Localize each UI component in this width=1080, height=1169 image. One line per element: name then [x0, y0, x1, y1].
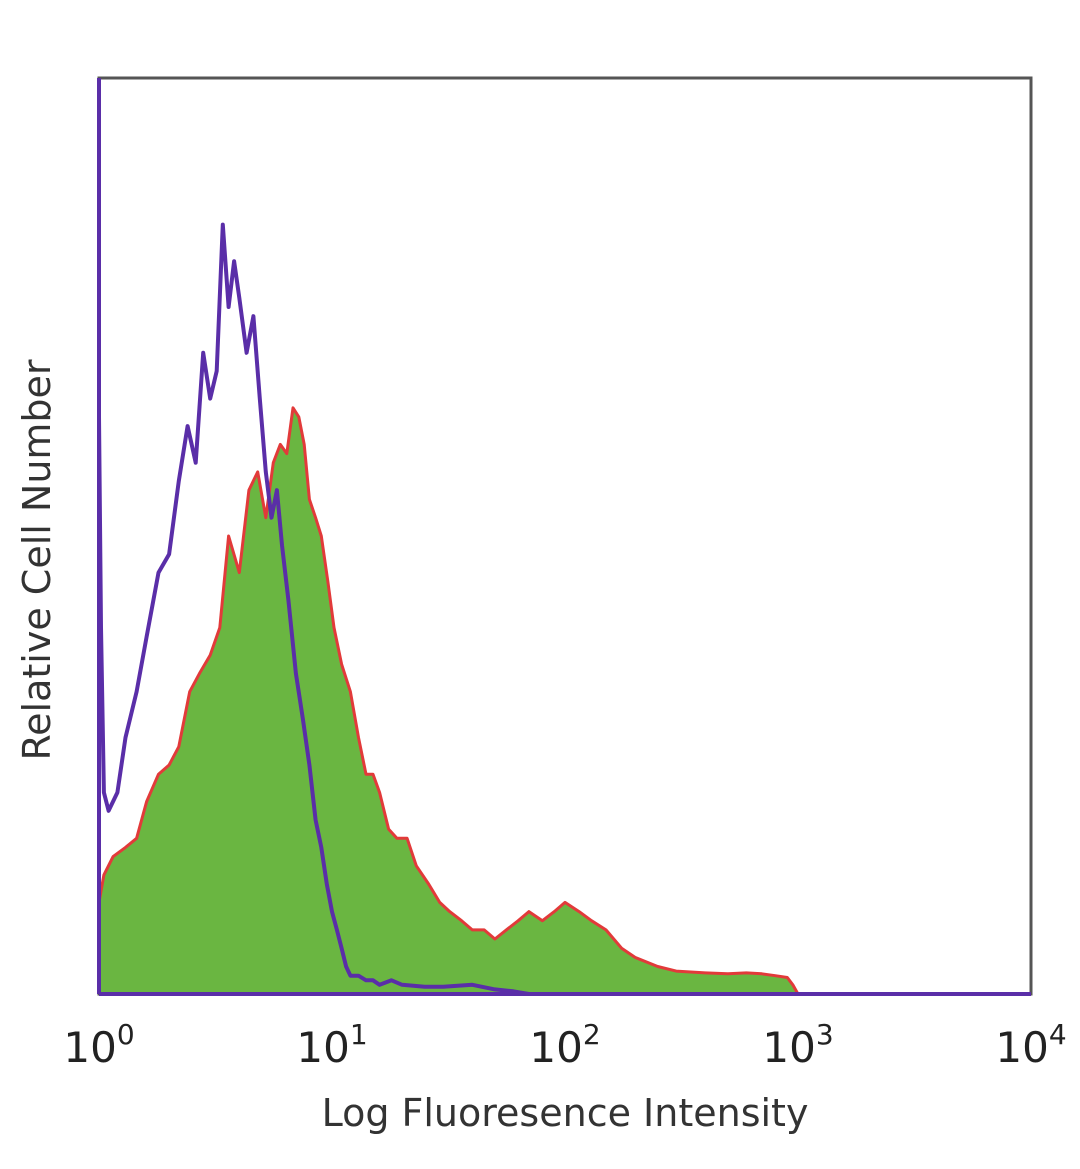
x-tick-label-0: 100 — [63, 1018, 134, 1072]
x-tick-label-3: 103 — [762, 1018, 833, 1072]
x-tick-exponent: 2 — [583, 1018, 601, 1051]
y-axis-title: Relative Cell Number — [15, 359, 59, 760]
x-axis-title: Log Fluoresence Intensity — [322, 1091, 809, 1135]
x-tick-exponent: 0 — [117, 1018, 135, 1051]
x-tick-labels: 100 101 102 103 104 — [63, 1018, 1066, 1072]
x-tick-base: 10 — [529, 1023, 582, 1072]
series-outline-line — [97, 222, 1031, 996]
x-tick-base: 10 — [63, 1023, 116, 1072]
x-tick-label-4: 104 — [995, 1018, 1066, 1072]
series-layer — [97, 222, 1031, 996]
series-filled-edge — [97, 406, 800, 995]
x-tick-exponent: 3 — [816, 1018, 834, 1051]
x-tick-base: 10 — [762, 1023, 815, 1072]
x-tick-label-1: 101 — [296, 1018, 367, 1072]
x-tick-exponent: 1 — [350, 1018, 368, 1051]
x-tick-exponent: 4 — [1049, 1018, 1067, 1051]
x-tick-base: 10 — [296, 1023, 349, 1072]
series-filled-area — [99, 407, 798, 994]
x-tick-base: 10 — [995, 1023, 1048, 1072]
x-tick-label-2: 102 — [529, 1018, 600, 1072]
